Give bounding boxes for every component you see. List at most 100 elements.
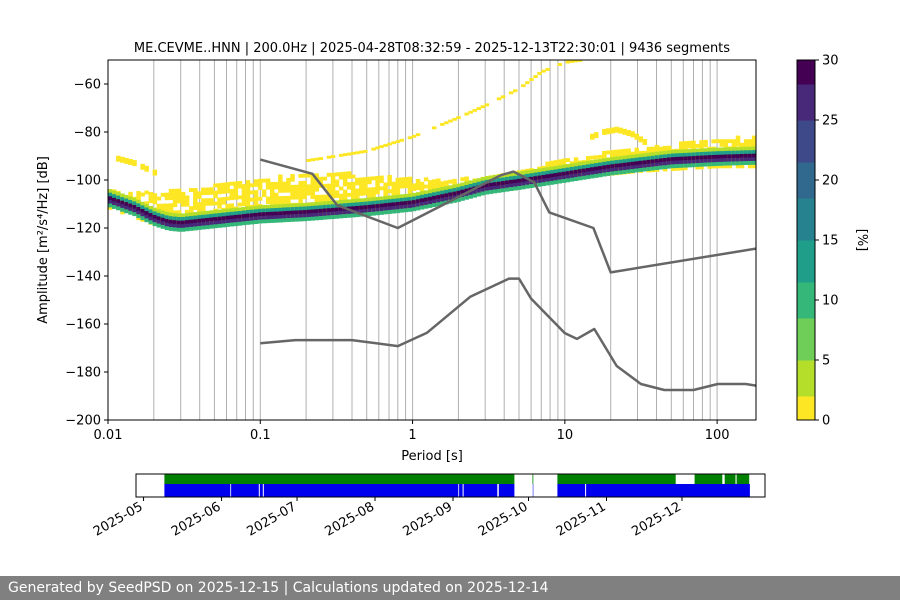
colorbar-segment	[797, 366, 815, 373]
heatmap-cell	[205, 221, 210, 226]
heatmap-cell	[569, 166, 575, 171]
heatmap-cell	[618, 166, 623, 171]
heatmap-cell	[707, 158, 712, 163]
heatmap-cell	[189, 188, 194, 192]
heatmap-cell	[379, 175, 384, 180]
heatmap-cell	[112, 190, 117, 195]
heatmap-cell	[711, 147, 716, 152]
heatmap-cell	[346, 199, 352, 204]
heatmap-cell	[492, 178, 498, 183]
heatmap-cell	[687, 144, 692, 149]
heatmap-cell	[670, 164, 676, 169]
heatmap-cell	[423, 184, 429, 189]
x-tick-label: 0.1	[250, 428, 271, 443]
heatmap-cell	[715, 147, 720, 152]
heatmap-cell	[274, 215, 279, 220]
heatmap-cell	[164, 196, 170, 201]
heatmap-cell	[529, 173, 534, 178]
coverage-month-label: 2025-06	[169, 499, 224, 539]
heatmap-cell	[666, 145, 672, 150]
heatmap-cell	[432, 203, 437, 207]
heatmap-cell	[355, 213, 360, 218]
heatmap-cell	[383, 199, 388, 204]
heatmap-cell	[140, 212, 145, 217]
heatmap-cell	[294, 184, 299, 189]
heatmap-cell	[241, 184, 247, 188]
heatmap-cell	[375, 183, 380, 188]
heatmap-cell	[282, 188, 287, 193]
heatmap-cell	[565, 174, 571, 179]
heatmap-cell	[221, 182, 226, 187]
heatmap-cell	[440, 194, 445, 199]
heatmap-cell	[168, 210, 174, 215]
coverage-data-bar	[498, 484, 515, 497]
heatmap-cell	[383, 186, 388, 190]
heatmap-cell	[452, 117, 457, 121]
heatmap-cell	[610, 127, 615, 134]
heatmap-cell	[152, 169, 158, 176]
heatmap-cell	[221, 197, 226, 201]
heatmap-cell	[727, 161, 733, 166]
heatmap-cell	[727, 158, 733, 162]
heatmap-cell	[614, 160, 619, 164]
heatmap-cell	[318, 201, 324, 206]
heatmap-cell	[654, 158, 660, 163]
heatmap-cell	[634, 168, 639, 173]
coverage-data-bar	[463, 484, 498, 497]
colorbar-tick-label: 15	[822, 234, 839, 249]
heatmap-cell	[711, 151, 716, 156]
heatmap-cell	[371, 204, 376, 209]
heatmap-cell	[642, 156, 648, 161]
heatmap-cell	[144, 207, 149, 212]
heatmap-cell	[375, 176, 380, 180]
heatmap-cell	[330, 176, 336, 181]
heatmap-cell	[703, 139, 708, 144]
heatmap-cell	[237, 195, 243, 200]
heatmap-cell	[152, 218, 158, 223]
colorbar-tick-label: 30	[822, 54, 839, 69]
heatmap-cell	[342, 178, 348, 183]
footer-bar: Generated by SeedPSD on 2025-12-15 | Cal…	[0, 576, 900, 600]
heatmap-cell	[695, 144, 700, 148]
heatmap-cell	[411, 207, 417, 212]
heatmap-cell	[565, 164, 571, 168]
heatmap-cell	[359, 198, 364, 203]
heatmap-cell	[314, 209, 319, 214]
heatmap-cell	[403, 204, 409, 209]
heatmap-cell	[338, 193, 344, 198]
coverage-data-bar	[557, 484, 586, 497]
heatmap-cell	[695, 163, 700, 167]
heatmap-cell	[691, 163, 696, 168]
heatmap-cell	[399, 201, 405, 206]
heatmap-cell	[731, 142, 737, 147]
heatmap-cell	[270, 200, 275, 204]
coverage-data-bar	[231, 484, 259, 497]
heatmap-cell	[334, 190, 340, 195]
heatmap-cell	[699, 152, 704, 156]
plot-frame	[107, 59, 757, 421]
heatmap-cell	[675, 166, 680, 171]
heatmap-cell	[606, 172, 611, 176]
heatmap-cell	[610, 164, 615, 169]
heatmap-cell	[261, 205, 267, 209]
heatmap-cell	[270, 189, 275, 194]
heatmap-cell	[359, 184, 364, 189]
heatmap-cell	[342, 196, 348, 201]
high-noise-model-line	[259, 158, 756, 274]
heatmap-cell	[375, 186, 380, 191]
heatmap-cell	[642, 160, 648, 165]
heatmap-cell	[363, 177, 368, 181]
heatmap-cell	[525, 181, 530, 185]
heatmap-cell	[432, 188, 437, 193]
heatmap-cell	[116, 192, 121, 196]
heatmap-cell	[679, 160, 684, 165]
heatmap-cell	[156, 203, 162, 208]
heatmap-cell	[751, 150, 756, 154]
heatmap-cell	[201, 218, 206, 223]
heatmap-cell	[189, 212, 194, 217]
heatmap-cell	[533, 169, 538, 173]
heatmap-cell	[549, 160, 554, 165]
heatmap-cell	[743, 142, 749, 147]
heatmap-cell	[164, 219, 170, 223]
